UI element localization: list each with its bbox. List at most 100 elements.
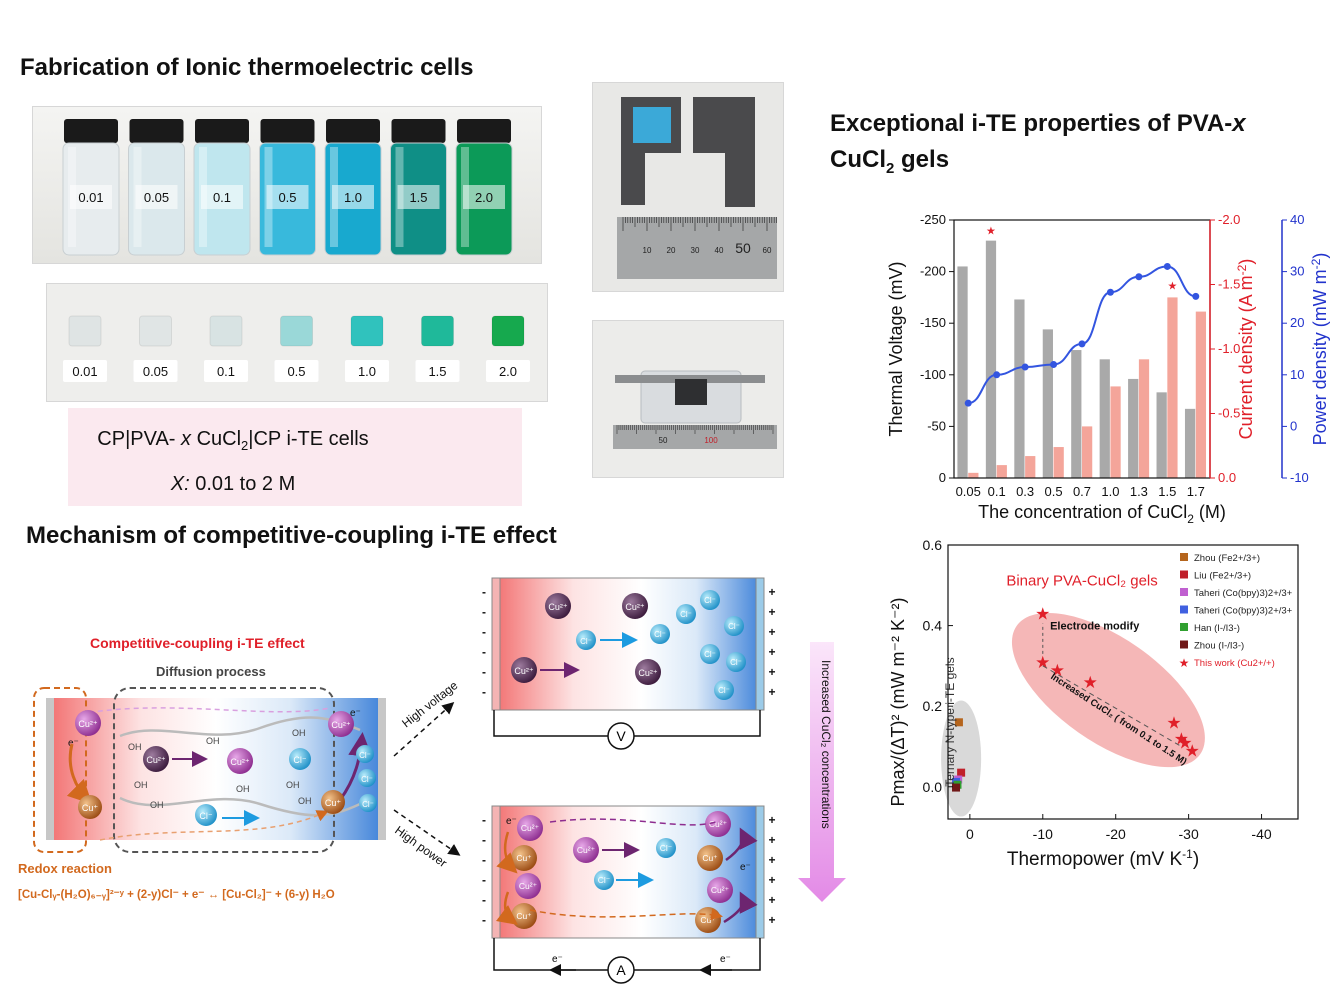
chart2-x-tick-label: 0 xyxy=(966,826,974,842)
bot-cl-ion-label: Cl⁻ xyxy=(660,843,673,853)
bot-cu2-ion-label: Cu²⁺ xyxy=(709,819,728,829)
electrode-sign: + xyxy=(768,813,775,827)
redox-box xyxy=(33,687,87,853)
chart1-left-tick-label: -100 xyxy=(920,367,946,382)
top-cl-1-label: Cl⁻ xyxy=(580,637,592,646)
cl-ion-mid-label: Cl⁻ xyxy=(293,755,306,765)
top-cl-ion xyxy=(676,604,696,624)
voltage-bar xyxy=(957,266,968,478)
bot-cu1-ion-label: Cu⁺ xyxy=(700,915,716,925)
electron-label-right: e⁻ xyxy=(350,708,361,719)
cu2-ion-right-label: Cu²⁺ xyxy=(331,720,351,730)
power-point xyxy=(964,399,972,407)
ruler-1 xyxy=(617,217,777,279)
cell-info-cells: |CP i-TE cells xyxy=(248,428,369,450)
power-point xyxy=(1192,292,1200,300)
electrode-sign: + xyxy=(768,645,775,659)
chart1-right2-tick-label: -10 xyxy=(1290,470,1309,485)
chart2-y-axis-label: Pmax/(ΔT)² (mW m⁻² K⁻²) xyxy=(888,598,908,807)
cl-ion-right-2-label: Cl⁻ xyxy=(361,775,373,784)
oh-group-label: OH xyxy=(292,728,306,738)
power-point xyxy=(1050,360,1058,368)
oxidation-arrow xyxy=(338,732,373,801)
mechanism-diagram: Competitive-coupling i-TE effect Diffusi… xyxy=(10,628,430,918)
top-cu2-2-label: Cu²⁺ xyxy=(625,602,645,612)
cu2-ion-mid1 xyxy=(143,746,169,772)
oh-group-label: OH xyxy=(298,796,312,806)
legend-marker xyxy=(1180,588,1188,596)
oh-group-label: OH xyxy=(128,742,142,752)
chart-1: 0.05 0.1 0.3 0.5 0.7 1.0 1.3 1.5 1.7 ★ ★ -250 -200 -1… xyxy=(878,208,1340,526)
electrode-sign: - xyxy=(482,813,486,827)
vial-cap xyxy=(457,119,511,143)
redox-equation: [Cu-Clᵧ-(H₂O)₆₋ᵧ]²⁻ʸ + (2-y)Cl⁻ + e⁻ ↔ [… xyxy=(18,889,335,901)
binary-gels-label: Binary PVA-CuCl₂ gels xyxy=(1006,572,1157,589)
power-point xyxy=(1106,288,1114,296)
vial-label-bg xyxy=(397,185,440,209)
electrode-sign: - xyxy=(482,645,486,659)
current-bar xyxy=(1025,456,1036,478)
gel-label-bg xyxy=(133,360,178,382)
chart1-x-tick: 1.7 xyxy=(1187,484,1205,499)
legend-marker xyxy=(1180,623,1188,631)
chart1-star: ★ xyxy=(1168,280,1178,292)
gels-photo: 0.01 0.05 0.1 0.5 1.0 1.5 2.0 xyxy=(46,283,548,402)
bot-cl-ion xyxy=(594,870,614,890)
cell-info-x: x xyxy=(181,428,192,450)
arrow-to-voltage xyxy=(393,701,455,757)
top-cl-ion xyxy=(700,644,720,664)
cu2-ion-left xyxy=(75,710,101,736)
cl-ion-right-3 xyxy=(359,794,377,812)
vial-cap xyxy=(260,119,315,143)
chart1-right2-tick-label: 20 xyxy=(1290,315,1304,330)
this-work-point: ★ xyxy=(1050,661,1065,680)
gel-label-bg xyxy=(415,360,460,382)
legend-entry: Liu (Fe2+/3+) xyxy=(1194,571,1251,582)
electrode-sign: + xyxy=(768,833,775,847)
vials-photo: 0.01 0.05 0.1 0.5 1.0 1.5 2.0 xyxy=(32,106,542,264)
cell-info-xlabel: X: xyxy=(170,473,190,495)
cl-ion-lower-label: Cl⁻ xyxy=(199,811,212,821)
bot-oxidation-arrow-2 xyxy=(723,891,758,924)
device-photo: 50 100 xyxy=(592,320,784,478)
this-work-point: ★ xyxy=(1185,742,1200,761)
electrode-sign: - xyxy=(482,685,486,699)
gel-square xyxy=(633,107,671,143)
top-cu2-4 xyxy=(635,659,661,685)
top-cl-ion-label: Cl⁻ xyxy=(704,596,716,605)
binary-gels-region xyxy=(1011,612,1205,768)
gel-sample xyxy=(350,315,384,347)
power-point xyxy=(1078,340,1086,348)
bot-cu1-ion-label: Cu⁺ xyxy=(516,911,532,921)
diffusion-box xyxy=(113,687,335,853)
voltage-cell-right-electrode xyxy=(755,577,765,711)
cell-info-range: 0.01 to 2 M xyxy=(189,473,296,495)
top-cl-1 xyxy=(576,630,596,650)
chart1-x-tick: 0.5 xyxy=(1045,484,1063,499)
voltage-bar xyxy=(1071,350,1082,478)
cell-info-cucl: CuCl xyxy=(191,428,242,450)
power-electron-right: e⁻ xyxy=(720,954,731,965)
bot-cu2-ion-label: Cu²⁺ xyxy=(711,885,730,895)
power-line xyxy=(968,265,1197,405)
cell-info-sub: 2 xyxy=(241,438,249,453)
chart2-y-tick-label: 0.4 xyxy=(923,618,943,634)
electrode-sign: + xyxy=(768,585,775,599)
top-cl-ion-label: Cl⁻ xyxy=(728,622,740,631)
gel-label: 1.5 xyxy=(428,364,446,379)
current-bar xyxy=(1195,311,1207,478)
bot-cl-ion-label: Cl⁻ xyxy=(598,875,611,885)
chart1-x-axis-label: The concentration of CuCl2 (M) xyxy=(978,502,1226,526)
bot-cu2-path xyxy=(549,818,717,826)
gel-sample xyxy=(280,315,313,347)
ammeter xyxy=(607,956,635,984)
bot-cu1-ion-label: Cu⁺ xyxy=(702,853,718,863)
chart2-x-tick-label: -20 xyxy=(1106,826,1126,842)
voltage-bar xyxy=(1156,392,1167,478)
gel-label-bg xyxy=(274,360,319,382)
electrode-sign: - xyxy=(482,893,486,907)
chart1-left-tick-label: -50 xyxy=(927,418,946,433)
top-cl-ion xyxy=(700,590,720,610)
ruler-label: 20 xyxy=(667,246,676,255)
top-cl-ion xyxy=(650,624,670,644)
